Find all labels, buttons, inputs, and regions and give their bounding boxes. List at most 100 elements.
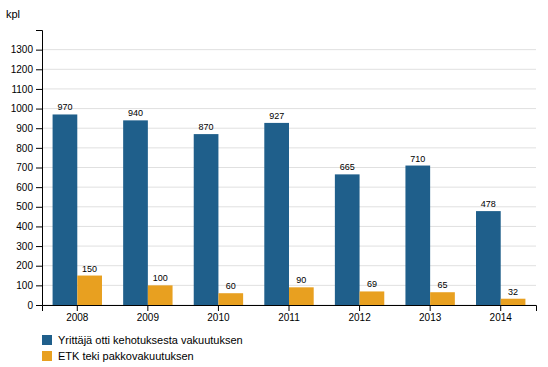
bar [501,299,526,305]
y-tick: 500 [16,201,42,212]
y-tick-mark [36,207,42,208]
bar [264,123,289,305]
y-tick-label: 800 [16,143,33,154]
x-tick-label: 2010 [207,312,230,323]
legend-label: Yrittäjä otti kehotuksesta vakuutuksen [58,334,243,346]
data-label: 870 [199,122,214,132]
y-tick: 600 [16,182,42,193]
x-tick: 2014 [490,305,513,323]
y-tick-mark [36,69,42,70]
y-axis: 0 100 200 300 400 500 600 700 800 900 1000 1100 1200… [11,31,43,311]
grid-line [42,49,536,50]
y-tick-label: 300 [16,241,33,252]
x-tick-label: 2013 [419,312,442,323]
bar-series [53,114,501,305]
data-label: 710 [410,154,425,164]
plot: 0 100 200 300 400 500 600 700 800 900 1000 1100 1200… [6,8,537,323]
x-tick: 2010 [207,305,230,323]
y-tick: 700 [16,162,42,173]
bar-series [77,276,525,305]
x-tick-mark [359,305,360,311]
legend-label: ETK teki pakkovakuutuksen [58,350,194,362]
y-tick-mark [36,50,42,51]
y-tick-label: 900 [16,123,33,134]
data-label: 478 [481,199,496,209]
grid-line [42,69,536,70]
y-tick: 0 [27,300,42,311]
y-tick: 1300 [11,44,42,55]
data-label: 940 [128,108,143,118]
data-label: 32 [508,287,518,297]
data-label: 69 [367,279,377,289]
y-tick-label: 200 [16,260,33,271]
bar [148,285,173,305]
bar [53,114,78,305]
y-tick-label: 700 [16,162,33,173]
y-tick-mark [36,89,42,90]
legend-item: ETK teki pakkovakuutuksen [42,350,194,362]
y-tick: 400 [16,221,42,232]
bar [77,276,102,305]
bar [194,134,219,305]
grid [42,50,536,305]
x-axis-line [43,306,537,312]
data-label: 150 [82,264,97,274]
x-tick: 2009 [137,305,160,323]
bar [476,211,501,305]
data-label: 970 [57,102,72,112]
y-tick: 1200 [11,64,42,75]
x-tick: 2013 [419,305,442,323]
y-tick-mark [36,285,42,286]
bar [405,166,430,305]
x-tick-mark [147,305,148,311]
legend-item: Yrittäjä otti kehotuksesta vakuutuksen [42,334,243,346]
data-label: 65 [437,280,447,290]
chart-container: 0 100 200 300 400 500 600 700 800 900 1000 1100 1200… [0,0,548,367]
y-tick-label: 0 [27,300,33,311]
bar [335,174,360,305]
bar [360,291,385,305]
y-tick-mark [36,168,42,169]
x-tick-mark [289,305,290,311]
y-tick-mark [36,266,42,267]
x-tick-label: 2012 [348,312,371,323]
y-tick: 800 [16,143,42,154]
y-axis-label: kpl [6,8,20,20]
bar [123,120,148,305]
y-tick-mark [36,148,42,149]
y-tick-mark [36,128,42,129]
x-tick-mark [218,305,219,311]
y-tick-label: 100 [16,280,33,291]
chart-svg: 0 100 200 300 400 500 600 700 800 900 1000 1100 1200… [0,0,548,367]
data-labels: 9709408709276657104781501006090696532 [57,102,518,296]
y-tick-label: 500 [16,201,33,212]
data-label: 60 [226,281,236,291]
y-tick: 300 [16,241,42,252]
data-label: 100 [153,273,168,283]
y-tick-label: 1000 [11,103,34,114]
legend: Yrittäjä otti kehotuksesta vakuutuksen ET… [42,334,243,362]
x-tick-mark [500,305,501,311]
x-tick: 2008 [66,305,89,323]
y-tick: 1000 [11,103,42,114]
y-tick-label: 600 [16,182,33,193]
y-tick-mark [36,187,42,188]
data-label: 665 [340,162,355,172]
y-tick-mark [36,305,42,306]
bar [289,287,314,305]
legend-swatch [42,335,52,345]
x-tick-label: 2014 [490,312,513,323]
x-tick-mark [77,305,78,311]
y-tick-mark [36,109,42,110]
legend-swatch [42,351,52,361]
y-tick-mark [36,226,42,227]
grid-line [42,88,536,89]
y-axis-line [36,31,43,306]
y-tick: 900 [16,123,42,134]
x-axis: 2008 2009 2010 2011 2012 2013 2014 [43,305,537,323]
y-tick: 200 [16,260,42,271]
y-tick-label: 1100 [11,84,33,95]
x-tick-label: 2011 [278,312,300,323]
x-tick: 2011 [278,305,300,323]
bar [218,293,243,305]
